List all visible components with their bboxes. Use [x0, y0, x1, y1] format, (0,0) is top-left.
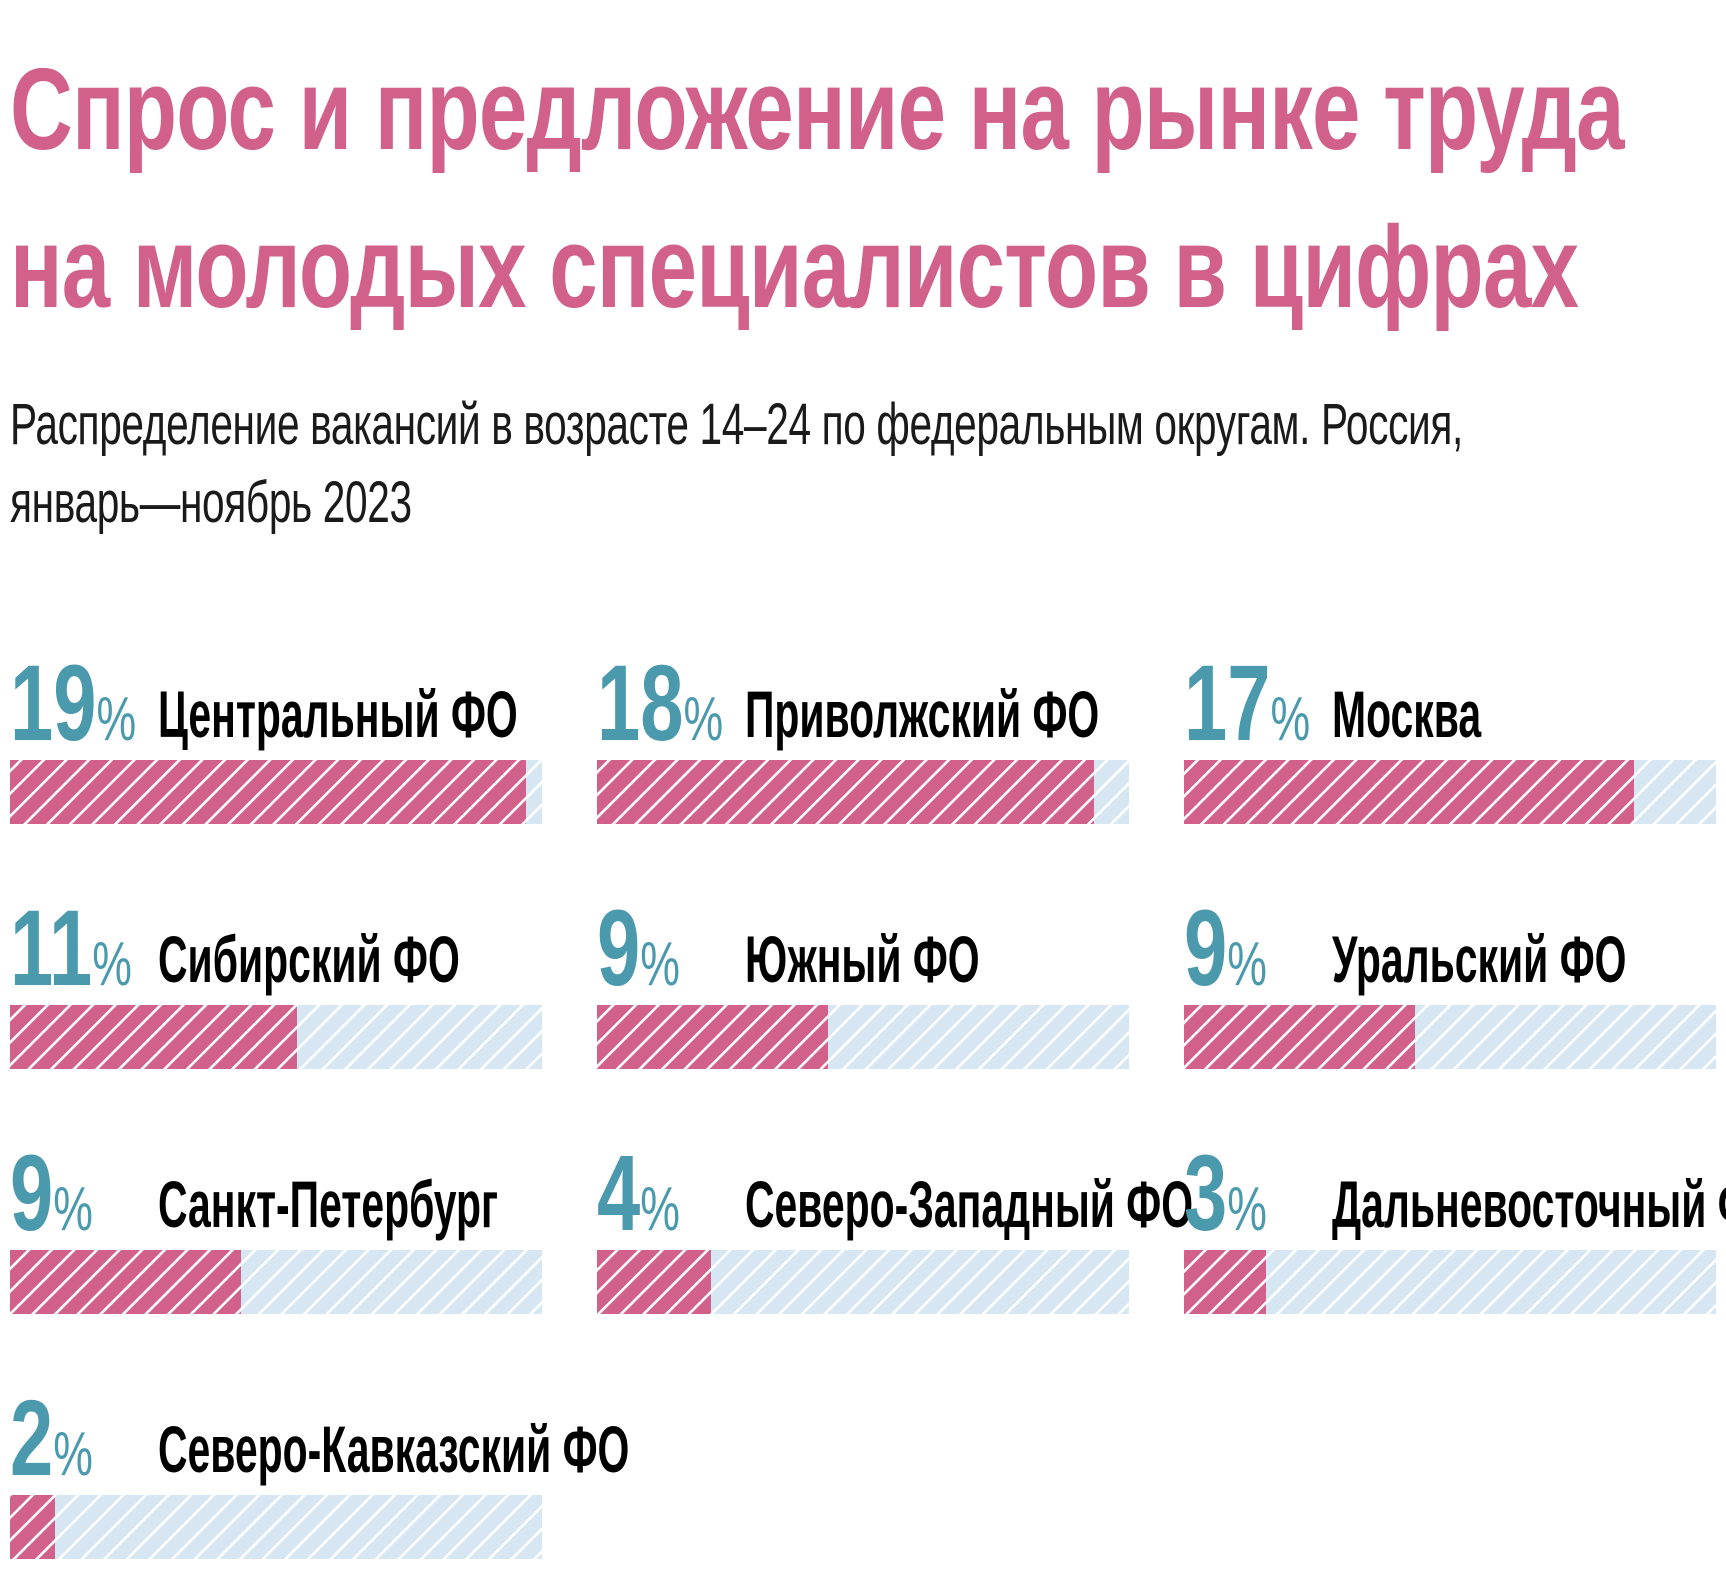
bar-fill: [10, 1495, 55, 1559]
region-item: 4% Северо-Западный ФО: [597, 1132, 1193, 1314]
percent-value-label: 9%: [10, 1132, 93, 1253]
percent-number: 17: [1184, 642, 1270, 763]
percent-sign: %: [92, 930, 132, 999]
percent-sign: %: [53, 1420, 93, 1489]
percent-value-label: 9%: [1184, 887, 1267, 1008]
region-label: Санкт-Петербург: [158, 1167, 498, 1242]
region-item: 19% Центральный ФО: [10, 642, 542, 824]
bar-fill: [1184, 760, 1634, 824]
region-item: 11% Сибирский ФО: [10, 887, 542, 1069]
region-label: Северо-Кавказский ФО: [158, 1412, 629, 1487]
percent-sign: %: [1270, 685, 1310, 754]
percent-sign: %: [1227, 930, 1267, 999]
percent-sign: %: [683, 685, 723, 754]
region-item: 18% Приволжский ФО: [597, 642, 1129, 824]
percent-number: 11: [10, 887, 92, 1008]
percent-number: 9: [597, 887, 640, 1008]
bar-fill: [597, 760, 1094, 824]
region-label: Северо-Западный ФО: [745, 1167, 1193, 1242]
percent-number: 9: [10, 1132, 53, 1253]
percent-sign: %: [1227, 1175, 1267, 1244]
bar-fill: [1184, 1250, 1266, 1314]
percent-value-label: 4%: [597, 1132, 680, 1253]
bar-fill: [597, 1005, 828, 1069]
percent-value-label: 17%: [1184, 642, 1310, 763]
region-label: Сибирский ФО: [158, 922, 460, 997]
region-item: 9% Санкт-Петербург: [10, 1132, 542, 1314]
bar-fill: [597, 1250, 711, 1314]
region-item: 9% Южный ФО: [597, 887, 1129, 1069]
percent-number: 4: [597, 1132, 640, 1253]
region-label: Приволжский ФО: [745, 677, 1099, 752]
percent-number: 19: [10, 642, 96, 763]
region-label: Южный ФО: [745, 922, 980, 997]
percent-sign: %: [53, 1175, 93, 1244]
bar-fill: [10, 1250, 241, 1314]
percent-number: 18: [597, 642, 683, 763]
percent-sign: %: [96, 685, 136, 754]
region-label: Уральский ФО: [1332, 922, 1626, 997]
bar-track: [1184, 1250, 1716, 1314]
bar-fill: [10, 1005, 297, 1069]
region-label: Москва: [1332, 677, 1481, 752]
percent-value-label: 18%: [597, 642, 723, 763]
percent-value-label: 11%: [10, 887, 132, 1008]
region-label: Центральный ФО: [158, 677, 518, 752]
bar-fill: [10, 760, 526, 824]
percent-number: 3: [1184, 1132, 1227, 1253]
region-item: 9% Уральский ФО: [1184, 887, 1716, 1069]
region-item: 3% Дальневосточный ФО: [1184, 1132, 1726, 1314]
percent-value-label: 19%: [10, 642, 136, 763]
region-label: Дальневосточный ФО: [1332, 1167, 1726, 1242]
chart-subtitle: Распределение вакансий в возрасте 14–24 …: [10, 386, 1463, 542]
percent-sign: %: [640, 1175, 680, 1244]
bar-track: [10, 1495, 542, 1559]
percent-number: 2: [10, 1377, 53, 1498]
percent-number: 9: [1184, 887, 1227, 1008]
percent-value-label: 9%: [597, 887, 680, 1008]
percent-value-label: 2%: [10, 1377, 93, 1498]
percent-sign: %: [640, 930, 680, 999]
region-item: 17% Москва: [1184, 642, 1716, 824]
bar-fill: [1184, 1005, 1415, 1069]
chart-subtitle-line-1: Распределение вакансий в возрасте 14–24 …: [10, 392, 1463, 457]
region-item: 2% Северо-Кавказский ФО: [10, 1377, 629, 1559]
percent-value-label: 3%: [1184, 1132, 1267, 1253]
chart-subtitle-line-2: январь—ноябрь 2023: [10, 470, 412, 535]
